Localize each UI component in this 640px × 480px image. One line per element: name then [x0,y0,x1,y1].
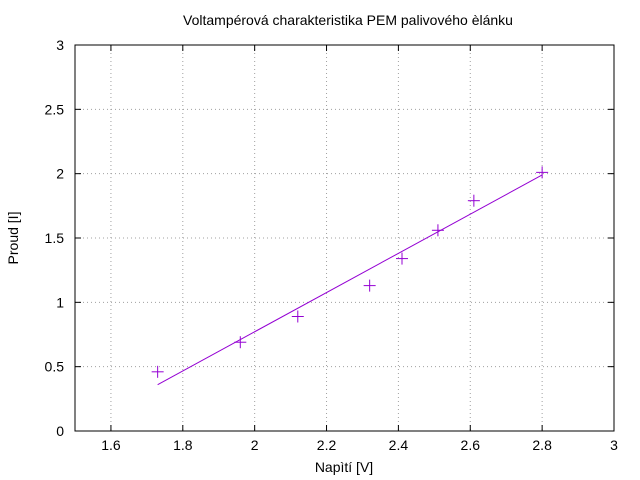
chart-title: Voltampérová charakteristika PEM palivov… [183,12,513,28]
y-tick-label: 1.5 [45,230,65,246]
fit-line [157,174,543,386]
x-axis-label: Napìtí [V] [315,459,373,475]
y-tick-label: 1 [56,294,64,310]
x-tick-label: 2.2 [317,437,337,453]
x-tick-label: 2.4 [389,437,409,453]
data-point [431,224,444,237]
x-tick-label: 2 [251,437,259,453]
x-tick-label: 3 [610,437,618,453]
data-point [291,310,304,323]
data-point [151,365,164,378]
y-tick-label: 0.5 [45,359,65,375]
y-axis-label: Proud [I] [5,212,21,265]
x-tick-label: 1.6 [101,437,121,453]
data-point [536,166,549,179]
y-tick-label: 2.5 [45,101,65,117]
y-tick-label: 3 [56,37,64,53]
axis-ticks [75,44,615,432]
series [151,166,549,386]
data-point [363,279,376,292]
x-tick-label: 2.6 [461,437,481,453]
tick-labels: 1.6 1.8 2 2.2 2.4 2.6 2.8 3 0 0.5 1 1.5 2 2.5 3 [45,37,619,453]
data-point [467,194,480,207]
data-point [395,252,408,265]
x-tick-label: 1.8 [173,437,193,453]
x-tick-label: 2.8 [532,437,552,453]
y-tick-label: 2 [56,166,64,182]
y-tick-label: 0 [56,423,64,439]
grid [75,45,614,431]
